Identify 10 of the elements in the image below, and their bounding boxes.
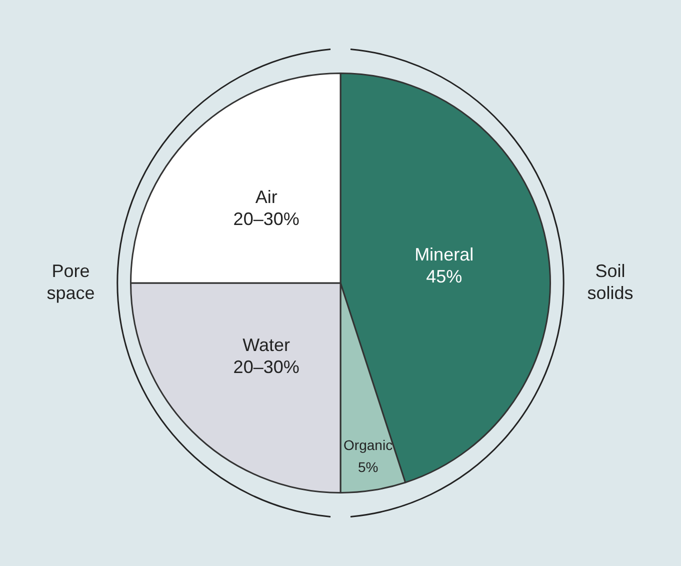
slice-label: Organic — [344, 436, 393, 453]
slice-label: Mineral — [414, 244, 474, 265]
text: 20–30% — [233, 208, 300, 229]
text: Pore space — [46, 260, 95, 303]
slice-label: Air — [255, 186, 278, 207]
data-label: 45% — [426, 266, 462, 287]
data-label: 5% — [358, 458, 378, 475]
slice-label: Water — [242, 335, 290, 356]
text: 20–30% — [233, 357, 300, 378]
text: Soil solids — [587, 260, 634, 303]
